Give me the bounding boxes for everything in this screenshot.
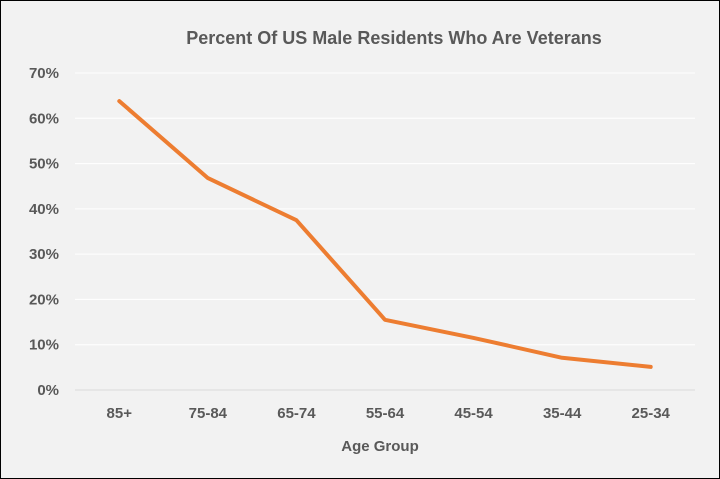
y-tick-label: 60% [29, 110, 59, 127]
y-tick-label: 20% [29, 291, 59, 308]
y-tick-label: 70% [29, 65, 59, 82]
y-tick-label: 10% [29, 337, 59, 354]
x-tick-label: 55-64 [366, 405, 405, 422]
series-line [117, 99, 653, 369]
chart-title: Percent Of US Male Residents Who Are Vet… [186, 28, 601, 48]
x-tick-label: 35-44 [543, 405, 582, 422]
series-group [117, 99, 653, 369]
x-tick-label: 45-54 [454, 405, 493, 422]
y-tick-label: 0% [37, 382, 59, 399]
y-axis-ticks: 0% 10% 20% 30% 40% 50% 60% 70% [29, 65, 59, 399]
x-tick-label: 75-84 [189, 405, 228, 422]
gridlines [75, 72, 695, 391]
y-tick-label: 30% [29, 246, 59, 263]
x-axis-label: Age Group [341, 438, 419, 455]
x-tick-label: 85+ [107, 405, 133, 422]
x-axis-ticks: 85+ 75-84 65-74 55-64 45-54 35-44 25-34 [107, 405, 671, 422]
y-tick-label: 40% [29, 201, 59, 218]
x-tick-label: 25-34 [632, 405, 671, 422]
y-tick-label: 50% [29, 156, 59, 173]
x-tick-label: 65-74 [277, 405, 316, 422]
